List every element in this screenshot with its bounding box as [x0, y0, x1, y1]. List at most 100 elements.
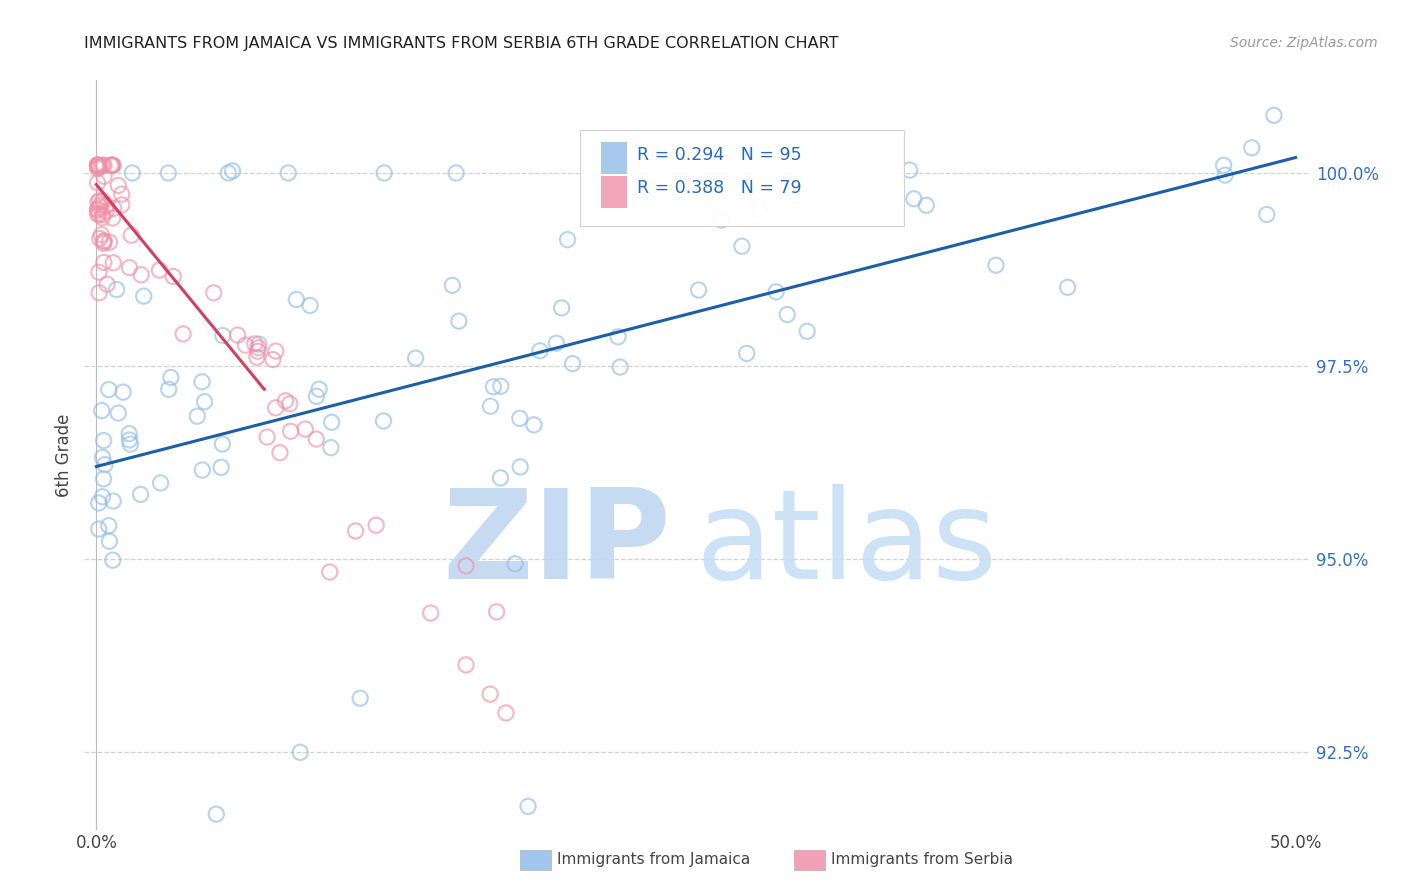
Point [344, 524, 367, 538]
Point [103, 494, 125, 508]
Point [262, 352, 284, 367]
Point [495, 706, 517, 720]
Text: ZIP: ZIP [443, 484, 672, 606]
Point [277, 166, 299, 180]
Point [87, 158, 110, 172]
Point [221, 164, 243, 178]
Point [118, 426, 141, 441]
Point [86, 203, 108, 218]
Point [191, 463, 214, 477]
Point [405, 351, 427, 365]
Point [529, 343, 551, 358]
Point [107, 178, 129, 193]
Point [89, 200, 111, 214]
Point [86, 158, 108, 172]
Point [90, 403, 112, 417]
Point [447, 314, 470, 328]
Point [319, 565, 342, 579]
Point [278, 397, 301, 411]
Point [915, 198, 938, 212]
Point [319, 441, 342, 455]
Point [211, 328, 233, 343]
Point [172, 326, 194, 341]
Point [898, 163, 921, 178]
Y-axis label: 6th Grade: 6th Grade [55, 413, 73, 497]
Point [93, 158, 115, 172]
Point [129, 487, 152, 501]
Point [101, 158, 124, 172]
Point [796, 324, 818, 338]
Point [688, 283, 710, 297]
Point [107, 406, 129, 420]
Point [86, 158, 108, 172]
Point [479, 399, 502, 413]
Point [557, 233, 579, 247]
Point [101, 158, 124, 172]
Point [101, 158, 124, 172]
Point [103, 256, 125, 270]
Point [93, 434, 115, 448]
Point [93, 255, 115, 269]
Point [91, 450, 114, 465]
Point [89, 231, 111, 245]
Point [256, 430, 278, 444]
Point [517, 799, 540, 814]
Text: R = 0.388   N = 79: R = 0.388 N = 79 [637, 179, 801, 197]
Point [243, 336, 266, 351]
Point [86, 161, 108, 176]
Point [121, 166, 143, 180]
Point [91, 211, 114, 225]
Point [217, 166, 239, 180]
Point [1056, 280, 1078, 294]
Point [731, 239, 754, 253]
Point [609, 360, 631, 375]
Point [86, 176, 108, 190]
Point [87, 161, 110, 175]
Point [1240, 141, 1263, 155]
Point [444, 166, 467, 180]
Point [90, 198, 112, 212]
Point [485, 605, 508, 619]
Text: IMMIGRANTS FROM JAMAICA VS IMMIGRANTS FROM SERBIA 6TH GRADE CORRELATION CHART: IMMIGRANTS FROM JAMAICA VS IMMIGRANTS FR… [84, 36, 839, 51]
Point [308, 382, 330, 396]
Point [94, 458, 117, 472]
Point [274, 393, 297, 408]
Point [290, 745, 312, 759]
Point [186, 409, 208, 424]
Point [321, 415, 343, 429]
Point [91, 208, 114, 222]
Point [157, 166, 180, 180]
Point [98, 534, 121, 549]
Point [97, 383, 120, 397]
Point [159, 370, 181, 384]
Point [101, 158, 124, 172]
Point [112, 385, 135, 400]
Point [294, 422, 316, 436]
Point [489, 379, 512, 393]
Point [373, 166, 395, 180]
FancyBboxPatch shape [579, 130, 904, 227]
Point [235, 338, 257, 352]
Point [509, 459, 531, 474]
Point [87, 195, 110, 210]
Point [86, 202, 108, 216]
Point [441, 278, 464, 293]
Point [546, 336, 568, 351]
Point [509, 411, 531, 425]
Point [89, 285, 111, 300]
Point [111, 187, 134, 202]
Point [96, 204, 118, 219]
Point [100, 158, 122, 172]
Point [101, 211, 124, 225]
Point [90, 159, 112, 173]
Point [86, 158, 108, 172]
Text: R = 0.294   N = 95: R = 0.294 N = 95 [637, 146, 801, 164]
Point [91, 158, 114, 172]
Point [194, 394, 217, 409]
Point [503, 557, 526, 571]
Point [735, 346, 758, 360]
Point [148, 263, 170, 277]
Point [162, 269, 184, 284]
Point [211, 437, 233, 451]
Point [101, 553, 124, 567]
